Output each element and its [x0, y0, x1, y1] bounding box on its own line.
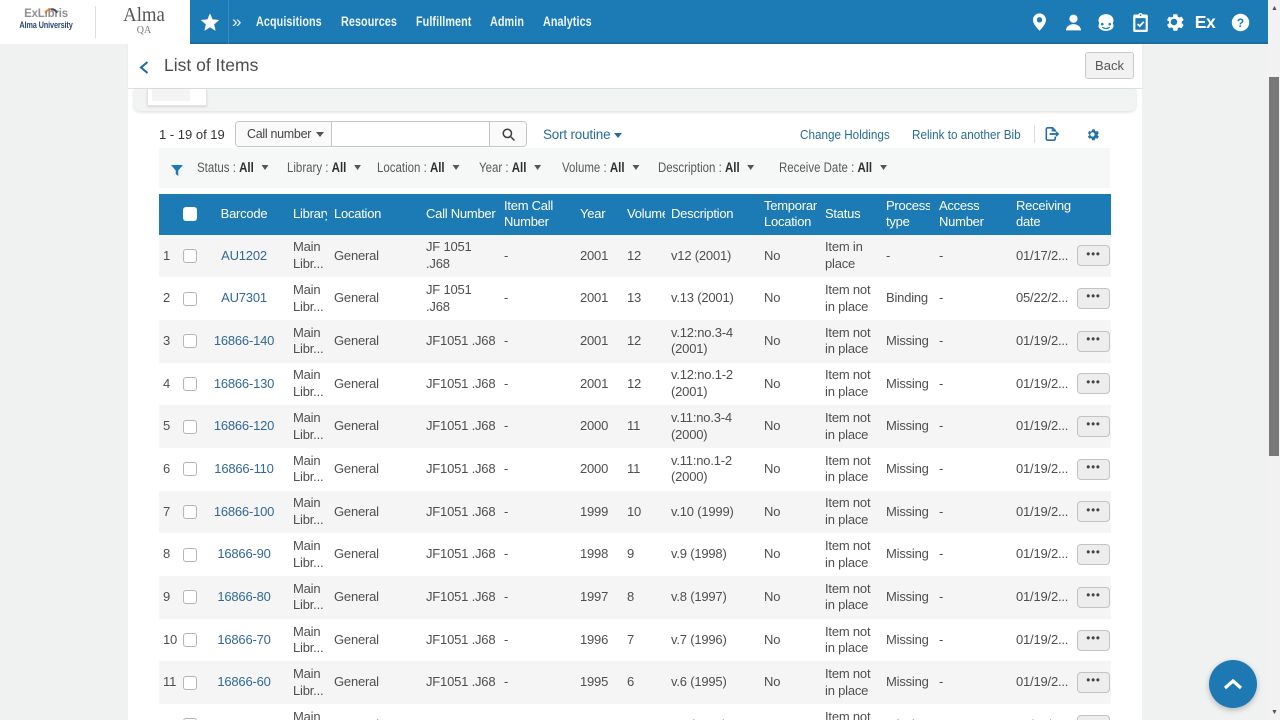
- svg-text:?: ?: [1236, 15, 1243, 29]
